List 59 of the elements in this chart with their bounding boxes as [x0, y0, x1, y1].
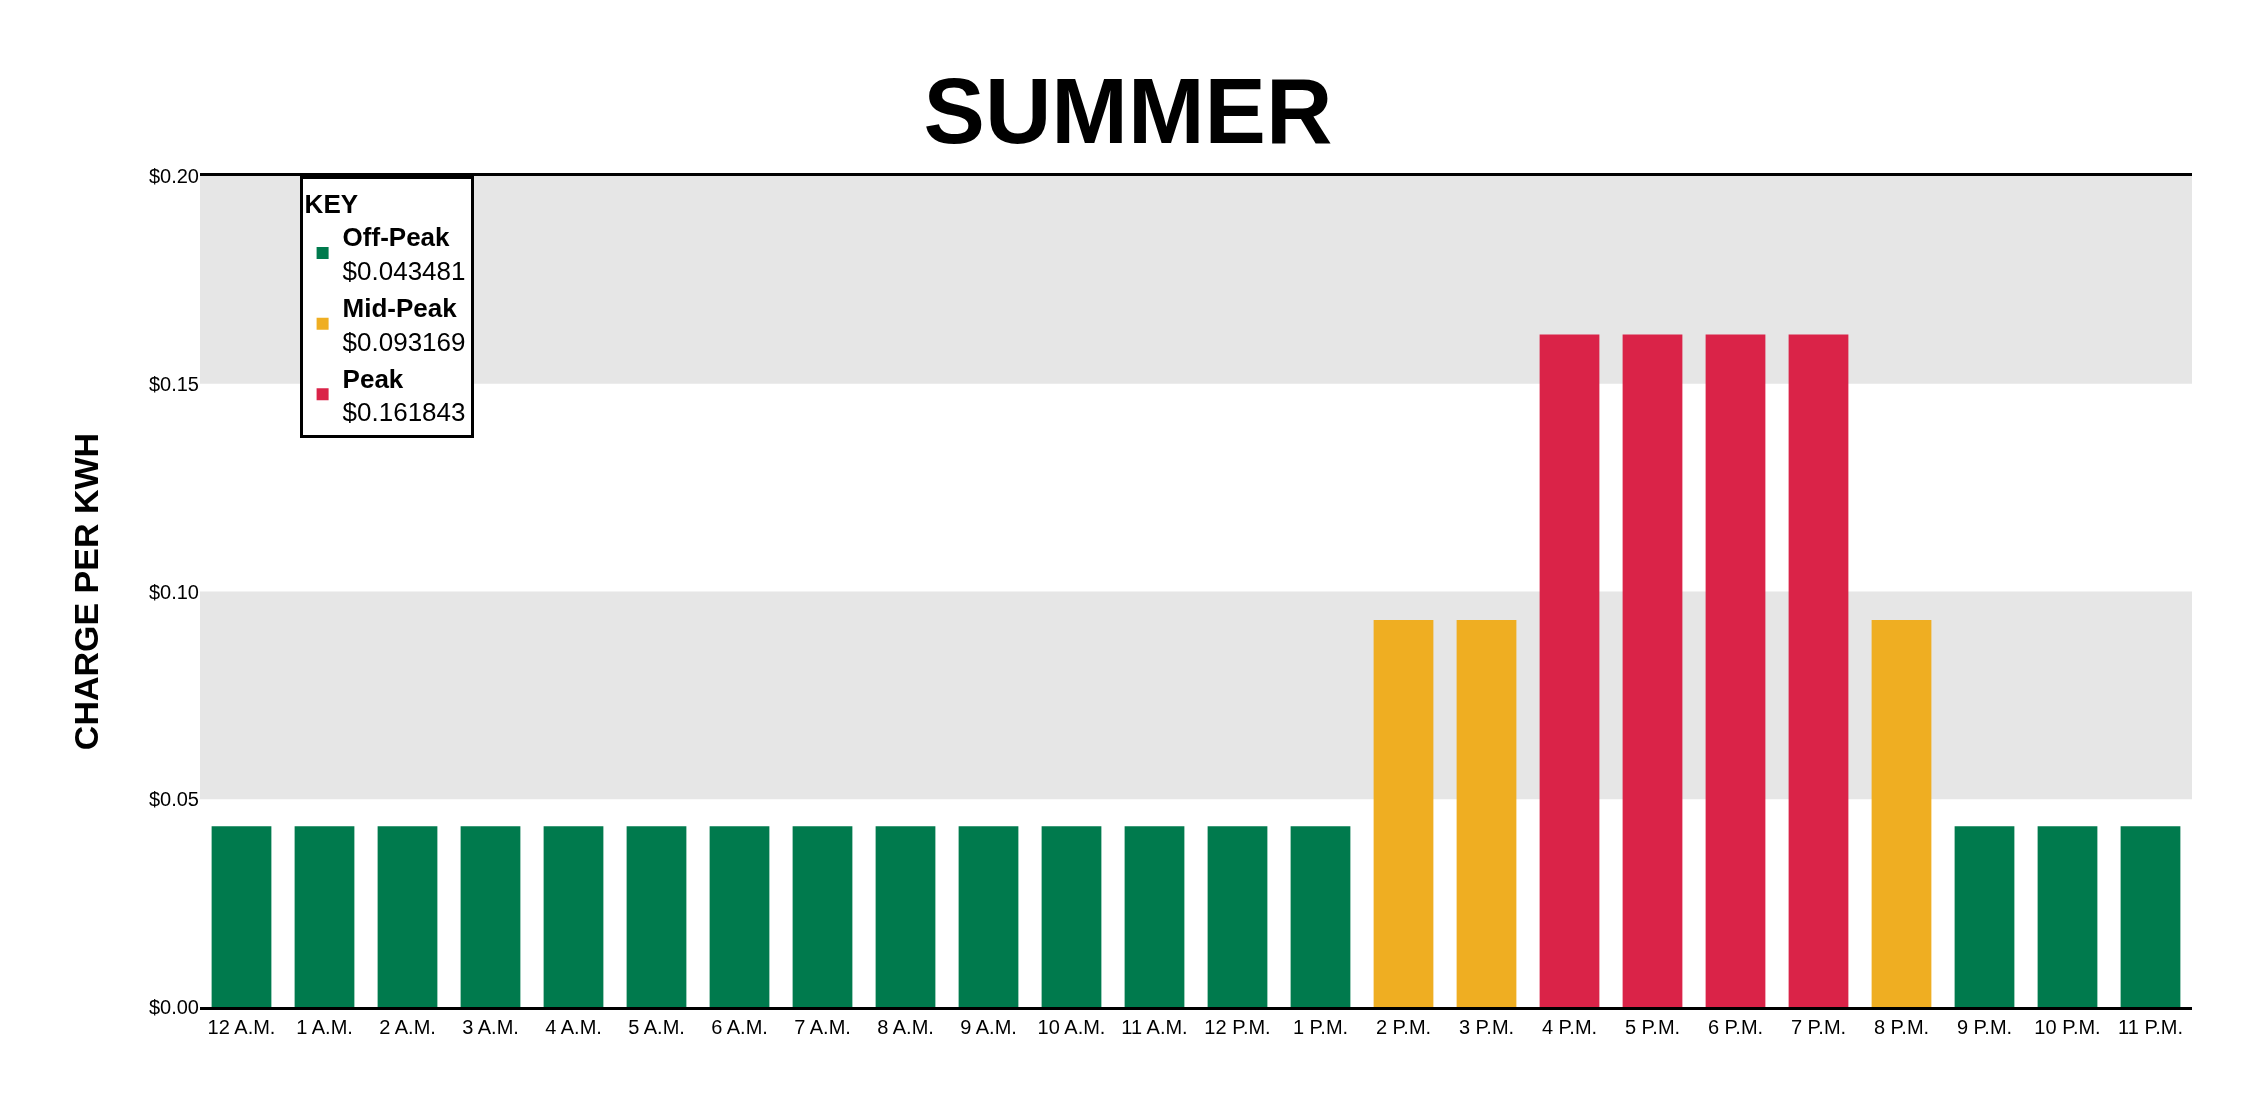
bar	[1290, 826, 1351, 1007]
y-tick-label: $0.05	[148, 788, 199, 811]
x-tick-label: 3 A.M.	[462, 1016, 519, 1038]
bar	[875, 826, 936, 1007]
bar	[709, 826, 770, 1007]
legend-label: Peak $0.161843	[342, 363, 466, 428]
x-tick-label: 12 P.M.	[1204, 1016, 1271, 1038]
x-tick-label: 4 P.M.	[1541, 1016, 1598, 1038]
y-tick-label: $0.20	[148, 165, 199, 187]
x-tick-label: 8 A.M.	[877, 1016, 934, 1038]
bar	[1871, 619, 1932, 1007]
chart-title: SUMMER	[923, 60, 1333, 163]
bar	[2120, 826, 2181, 1007]
bar	[1705, 334, 1766, 1007]
bar	[626, 826, 687, 1007]
x-tick-label: 8 P.M.	[1873, 1016, 1930, 1038]
x-tick-label: 12 A.M.	[207, 1016, 276, 1038]
bar	[1456, 619, 1517, 1007]
x-tick-label: 7 P.M.	[1790, 1016, 1847, 1038]
bar	[1539, 334, 1600, 1007]
bar	[543, 826, 604, 1007]
x-tick-label: 1 A.M.	[296, 1016, 353, 1038]
bar	[1373, 619, 1434, 1007]
bar	[1788, 334, 1849, 1007]
x-tick-label: 9 P.M.	[1956, 1016, 2013, 1038]
x-tick-label: 7 A.M.	[794, 1016, 851, 1038]
bar	[792, 826, 853, 1007]
bar	[294, 826, 355, 1007]
bar	[1207, 826, 1268, 1007]
x-tick-label: 9 A.M.	[960, 1016, 1017, 1038]
x-tick-label: 1 P.M.	[1292, 1016, 1349, 1038]
bar	[377, 826, 438, 1007]
y-tick-label: $0.10	[148, 580, 199, 603]
bar	[1124, 826, 1185, 1007]
x-tick-label: 3 P.M.	[1458, 1016, 1515, 1038]
bar	[1622, 334, 1683, 1007]
x-tick-label: 2 P.M.	[1375, 1016, 1432, 1038]
legend-label: Mid-Peak $0.093169	[342, 292, 466, 357]
bar	[1041, 826, 1102, 1007]
x-tick-label: 11 A.M.	[1121, 1016, 1188, 1038]
x-tick-label: 11 P.M.	[2118, 1016, 2183, 1038]
bar	[460, 826, 521, 1007]
y-tick-label: $0.15	[148, 372, 199, 395]
legend-label: Off-Peak $0.043481	[342, 222, 466, 287]
bar	[958, 826, 1019, 1007]
x-tick-label: 10 P.M.	[2034, 1016, 2101, 1038]
y-tick-label: $0.00	[148, 996, 199, 1018]
bar	[1954, 826, 2015, 1007]
bar	[2037, 826, 2098, 1007]
x-tick-label: 5 P.M.	[1624, 1016, 1681, 1038]
x-tick-label: 10 A.M.	[1037, 1016, 1106, 1038]
legend-title: KEY	[304, 188, 359, 219]
x-tick-label: 6 P.M.	[1707, 1016, 1764, 1038]
y-axis-title: CHARGE PER KWH	[66, 432, 105, 751]
bar	[211, 826, 272, 1007]
x-tick-label: 6 A.M.	[711, 1016, 768, 1038]
x-tick-label: 5 A.M.	[628, 1016, 685, 1038]
x-tick-label: 2 A.M.	[379, 1016, 436, 1038]
x-tick-label: 4 A.M.	[545, 1016, 602, 1038]
